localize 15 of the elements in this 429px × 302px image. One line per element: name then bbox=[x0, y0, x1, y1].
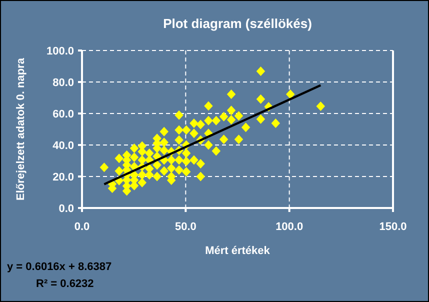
x-tick-label: 50.0 bbox=[174, 221, 196, 233]
y-tick-label: 60.0 bbox=[52, 108, 74, 120]
x-tick-label: 150.0 bbox=[379, 221, 407, 233]
y-tick-label: 40.0 bbox=[52, 140, 74, 152]
y-tick-label: 0.0 bbox=[58, 202, 74, 215]
y-axis-title: Előrejelzett adatok 0. napra bbox=[15, 57, 27, 200]
x-axis-title: Mért értékek bbox=[205, 245, 271, 257]
x-tick-label: 0.0 bbox=[74, 221, 90, 233]
y-tick-label: 80.0 bbox=[52, 76, 74, 89]
text: R² = 0.6232 bbox=[36, 278, 94, 290]
y-tick-label: 20.0 bbox=[52, 171, 74, 184]
chart-title: Plot diagram (széllökés) bbox=[163, 16, 312, 31]
text: y = 0.6016x + 8.6387 bbox=[7, 261, 112, 273]
x-tick-label: 100.0 bbox=[276, 221, 304, 233]
y-tick-label: 100.0 bbox=[46, 45, 74, 58]
